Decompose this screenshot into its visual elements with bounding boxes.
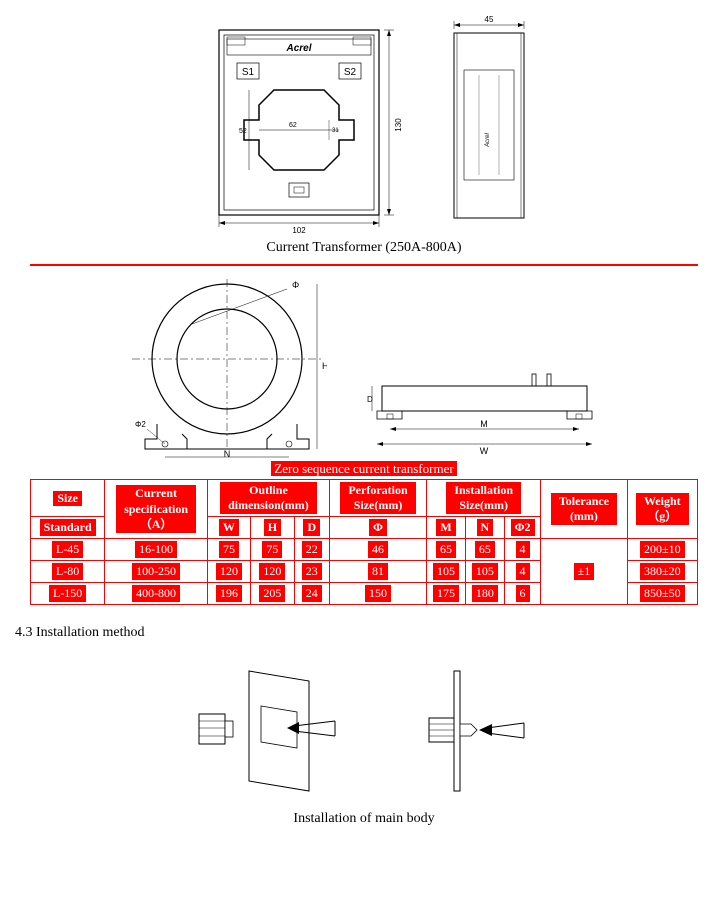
mid-drawings: Φ H N Φ2 D M W (30, 274, 698, 459)
w-label: W (479, 446, 488, 456)
svg-text:Acrel: Acrel (485, 132, 491, 147)
cell-h: 120 (251, 561, 294, 583)
d-label: D (367, 395, 373, 404)
cell-cur: 400-800 (105, 583, 208, 605)
caption1: Current Transformer (250A-800A) (30, 240, 698, 256)
caption2: Zero sequence current transformer (30, 461, 698, 477)
table-row: L-45 16-100 75 75 22 46 65 65 4 ±1 200±1… (31, 539, 698, 561)
n-label: N (223, 449, 230, 459)
th-perf: PerforationSize(mm) (330, 480, 427, 517)
cell-d: 22 (294, 539, 329, 561)
cell-n: 180 (465, 583, 504, 605)
inner-w: 62 (289, 122, 297, 129)
cell-m: 175 (427, 583, 466, 605)
section-heading-43: 4.3 Installation method (15, 625, 698, 641)
inner-h: 52 (239, 128, 247, 135)
th-current: Currentspecification（A） (105, 480, 208, 539)
cell-m: 65 (427, 539, 466, 561)
th-install: InstallationSize(mm) (427, 480, 541, 517)
cell-d: 24 (294, 583, 329, 605)
side-view-drawing: 45 Acrel (439, 15, 539, 235)
caption3: Installation of main body (30, 811, 698, 827)
phi-label: Φ (292, 280, 299, 290)
cell-h: 75 (251, 539, 294, 561)
h-label: H (322, 361, 327, 371)
cell-std: L-80 (31, 561, 105, 583)
cell-d: 23 (294, 561, 329, 583)
cell-wt: 380±20 (627, 561, 697, 583)
th-outline: Outlinedimension(mm) (207, 480, 329, 517)
dim-width: 102 (292, 226, 306, 235)
cell-phi: 46 (330, 539, 427, 561)
cell-m: 105 (427, 561, 466, 583)
side-profile-drawing: D M W (367, 359, 602, 459)
th-tolerance: Tolerance(mm) (541, 480, 627, 539)
cell-std: L-45 (31, 539, 105, 561)
cell-wt: 200±10 (627, 539, 697, 561)
m-label: M (480, 419, 488, 429)
th-n: N (465, 517, 504, 539)
cell-phi: 150 (330, 583, 427, 605)
th-h: H (251, 517, 294, 539)
s1-label: S1 (242, 67, 255, 78)
install-right (399, 666, 549, 796)
install-left (179, 666, 349, 796)
brand-label: Acrel (285, 43, 311, 54)
cell-w: 120 (207, 561, 250, 583)
th-weight: Weight（g） (627, 480, 697, 539)
top-drawings: Acrel S1 S2 62 52 31 102 130 (30, 15, 698, 235)
cell-cur: 100-250 (105, 561, 208, 583)
cell-phi2: 4 (504, 539, 540, 561)
th-phi: Φ (330, 517, 427, 539)
th-d: D (294, 517, 329, 539)
cell-w: 196 (207, 583, 250, 605)
cell-cur: 16-100 (105, 539, 208, 561)
cell-phi2: 4 (504, 561, 540, 583)
cell-w: 75 (207, 539, 250, 561)
inner-h2: 31 (332, 128, 339, 134)
spec-table: Size Currentspecification（A） Outlinedime… (30, 479, 698, 605)
th-m: M (427, 517, 466, 539)
cell-phi: 81 (330, 561, 427, 583)
install-drawings (30, 666, 698, 796)
th-w: W (207, 517, 250, 539)
th-standard: Standard (31, 517, 105, 539)
cell-n: 105 (465, 561, 504, 583)
red-divider (30, 264, 698, 266)
cell-phi2: 6 (504, 583, 540, 605)
cell-tol: ±1 (541, 539, 627, 605)
cell-wt: 850±50 (627, 583, 697, 605)
th-phi2: Φ2 (504, 517, 540, 539)
cell-std: L-150 (31, 583, 105, 605)
th-size: Size (31, 480, 105, 517)
ring-ct-drawing: Φ H N Φ2 (127, 274, 327, 459)
side-width: 45 (485, 15, 494, 24)
s2-label: S2 (344, 67, 357, 78)
cell-h: 205 (251, 583, 294, 605)
dim-height: 130 (394, 118, 403, 132)
phi2-label: Φ2 (135, 420, 146, 429)
cell-n: 65 (465, 539, 504, 561)
front-view-drawing: Acrel S1 S2 62 52 31 102 130 (189, 15, 409, 235)
